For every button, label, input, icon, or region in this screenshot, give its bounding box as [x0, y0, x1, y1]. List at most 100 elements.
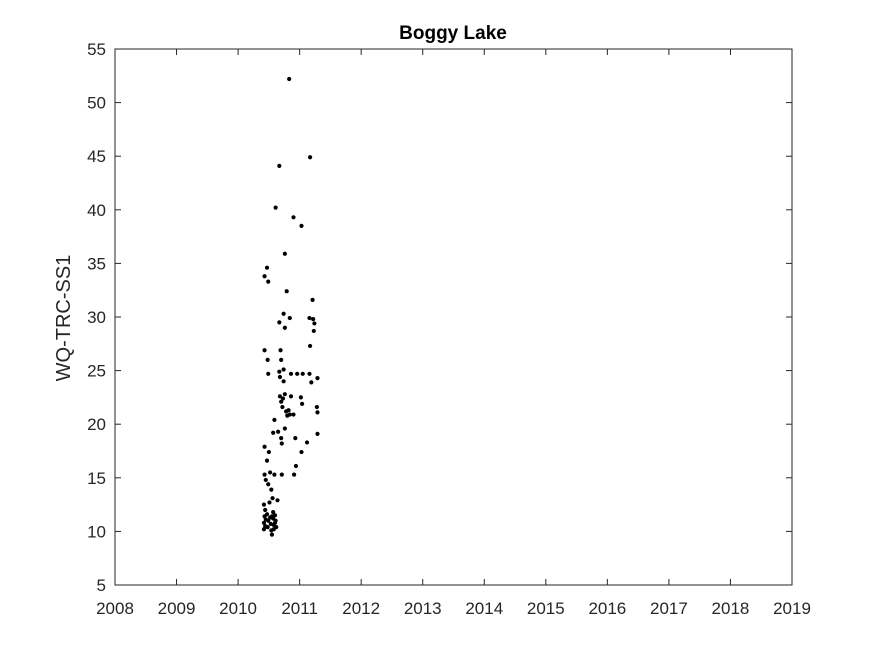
plot-area-border	[114, 48, 793, 586]
data-point	[307, 155, 313, 160]
data-point	[279, 357, 284, 362]
data-point	[309, 380, 314, 385]
y-tick-label: 5	[97, 576, 106, 595]
y-axis-label: WQ-TRC-SS1	[53, 255, 75, 382]
x-tick-label: 2009	[158, 599, 196, 618]
x-tick-label: 2015	[527, 599, 565, 618]
data-point	[266, 482, 271, 487]
data-point	[307, 371, 312, 376]
data-point	[315, 410, 320, 415]
data-point	[288, 371, 294, 376]
data-point	[272, 472, 277, 477]
data-point	[270, 496, 275, 501]
data-point	[312, 321, 317, 326]
data-point	[278, 348, 283, 353]
data-point	[304, 440, 310, 445]
x-tick-label: 2008	[96, 599, 134, 618]
x-tick-label: 2018	[712, 599, 750, 618]
y-tick-label: 45	[87, 147, 106, 166]
data-point	[277, 394, 283, 399]
chart-title: Boggy Lake	[399, 23, 507, 44]
x-tick-label: 2012	[342, 599, 380, 618]
data-point	[261, 520, 267, 525]
data-points	[261, 76, 320, 537]
y-tick-label: 30	[87, 308, 106, 327]
data-point	[277, 374, 283, 380]
x-tick-label: 2013	[404, 599, 442, 618]
data-point	[315, 376, 320, 381]
data-point	[267, 500, 272, 505]
data-point	[291, 412, 296, 417]
data-point	[262, 348, 267, 353]
data-point	[262, 444, 267, 449]
data-point	[284, 289, 289, 294]
data-point	[277, 320, 282, 325]
data-point	[307, 343, 313, 349]
y-tick-label: 50	[87, 94, 106, 113]
data-point	[264, 512, 270, 517]
data-point	[281, 367, 286, 372]
data-point	[269, 532, 275, 537]
data-point	[293, 436, 298, 441]
y-tick-label: 55	[87, 40, 106, 59]
data-point	[282, 251, 287, 256]
data-point	[271, 510, 276, 515]
data-point	[264, 265, 270, 270]
data-point	[311, 317, 316, 322]
data-point	[262, 274, 267, 279]
x-tick-label: 2019	[773, 599, 811, 618]
data-point	[264, 458, 270, 463]
data-point	[299, 401, 305, 406]
data-point	[298, 395, 303, 400]
y-tick-label: 10	[87, 522, 106, 541]
data-point	[280, 396, 286, 401]
data-point	[266, 279, 271, 284]
data-point	[286, 408, 291, 413]
data-point	[273, 205, 278, 210]
data-point	[267, 470, 273, 475]
data-point	[315, 431, 320, 436]
data-point	[279, 441, 284, 446]
data-point	[266, 518, 271, 523]
data-point	[277, 163, 282, 168]
y-tick-label: 25	[87, 362, 106, 381]
data-point	[265, 357, 270, 362]
data-point	[266, 371, 271, 376]
data-point	[291, 215, 296, 220]
data-point	[263, 477, 268, 483]
data-point	[281, 311, 286, 316]
data-point	[275, 429, 281, 434]
data-point	[263, 507, 268, 513]
data-point	[291, 472, 297, 477]
y-tick-label: 35	[87, 254, 106, 273]
x-tick-label: 2011	[281, 599, 318, 618]
data-point	[261, 502, 267, 507]
data-point	[275, 498, 280, 503]
tick-group: 2008 2009 2010 2011 2012 2013 2014 2015 2016 2017…	[87, 40, 811, 618]
data-point	[279, 472, 284, 477]
data-point	[314, 404, 319, 410]
data-point	[279, 436, 284, 441]
data-point	[262, 472, 267, 477]
data-point	[269, 514, 275, 519]
data-point	[265, 525, 270, 530]
data-point	[287, 315, 292, 321]
y-tick-label: 40	[87, 201, 106, 220]
data-point	[295, 371, 300, 376]
data-point	[282, 392, 287, 397]
data-point	[307, 315, 312, 321]
data-point	[282, 426, 287, 431]
data-point	[288, 394, 294, 399]
data-point	[293, 463, 299, 469]
data-point	[300, 371, 305, 376]
x-tick-label: 2016	[588, 599, 626, 618]
x-tick-label: 2014	[465, 599, 503, 618]
data-point	[277, 369, 282, 374]
data-point	[310, 297, 315, 302]
data-point	[271, 430, 276, 435]
data-point	[299, 449, 304, 455]
data-point	[272, 417, 277, 423]
data-point	[287, 76, 292, 82]
